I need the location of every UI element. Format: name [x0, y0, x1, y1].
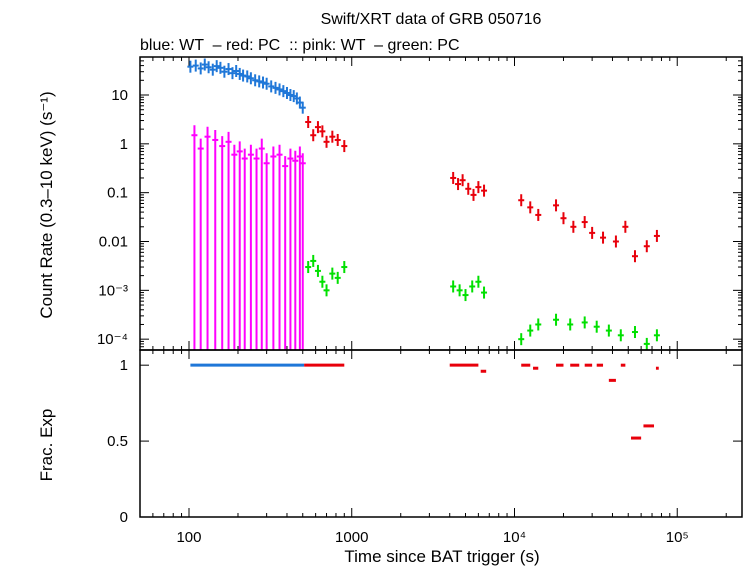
- plot-frame: [139, 56, 743, 351]
- fractional-exposure-panel: 00.51100100010⁴10⁵10⁶: [107, 349, 743, 546]
- y-axis-label-top: Count Rate (0.3–10 keV) (s⁻¹): [37, 91, 56, 318]
- y-tick-label: 0: [120, 509, 128, 526]
- chart-subtitle: blue: WT – red: PC :: pink: WT – green: …: [140, 37, 460, 54]
- y-tick-label: 0.01: [99, 233, 128, 250]
- count-rate-panel: 10 1 0.1 0.01 10⁻³ 10⁻⁴: [97, 56, 743, 351]
- y-tick-label: 0.1: [107, 185, 128, 202]
- y-tick-label: 1: [120, 136, 128, 153]
- x-tick-label: 1000: [335, 529, 368, 546]
- y-tick-label: 1: [120, 357, 128, 374]
- y-tick-label: 0.5: [107, 433, 128, 450]
- x-tick-label: 10⁵: [666, 529, 689, 546]
- chart-title: Swift/XRT data of GRB 050716: [321, 11, 542, 28]
- y-tick-label: 10⁻³: [98, 282, 128, 299]
- y-tick-label: 10: [111, 87, 128, 104]
- plot-frame: [139, 349, 743, 518]
- x-tick-label: 100: [176, 529, 201, 546]
- x-tick-label: 10⁴: [503, 529, 526, 546]
- x-axis-label: Time since BAT trigger (s): [344, 547, 539, 566]
- y-axis-label-bottom: Frac. Exp: [37, 409, 56, 482]
- y-tick-label: 10⁻⁴: [97, 331, 128, 348]
